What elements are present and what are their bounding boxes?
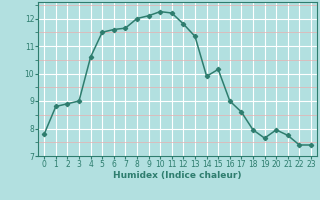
X-axis label: Humidex (Indice chaleur): Humidex (Indice chaleur) — [113, 171, 242, 180]
